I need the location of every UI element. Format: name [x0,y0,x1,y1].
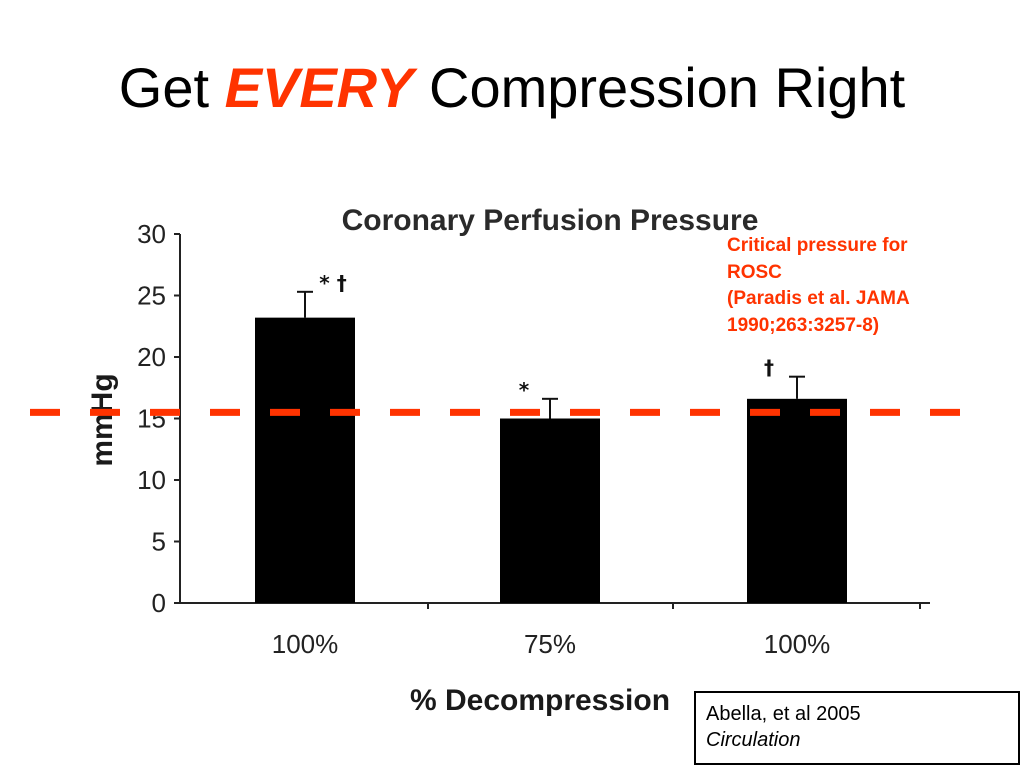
x-tick-label: 100% [764,629,831,659]
y-tick-label: 30 [137,219,166,249]
chart-title: Coronary Perfusion Pressure [342,204,759,237]
critical-pressure-annotation: Critical pressure for ROSC (Paradis et a… [727,233,1007,339]
x-axis-label: % Decompression [410,684,670,717]
bar [500,418,600,603]
y-tick-label: 25 [137,281,166,311]
annotation-line: 1990;263:3257-8) [727,314,880,336]
x-tick-label: 100% [272,629,339,659]
slide-title: Get EVERY Compression Right [0,60,1024,116]
annotation-line: (Paradis et al. JAMA [727,288,910,310]
y-tick-label: 20 [137,342,166,372]
bar [747,398,847,603]
significance-marker: † [764,356,774,380]
annotation-line: ROSC [727,261,782,283]
citation-journal: Circulation [706,729,801,751]
coronary-perfusion-chart: Coronary Perfusion Pressure 0 5 10 15 20 25 30 m… [30,204,965,717]
y-tick-label: 15 [137,404,166,434]
x-tick-label: 75% [524,629,576,659]
y-tick-label: 0 [152,588,166,618]
citation-authors: Abella, et al 2005 [706,703,861,725]
y-axis-label: mmHg [86,373,119,466]
title-prefix: Get [118,56,210,119]
significance-marker: * † [319,271,346,295]
bar [255,317,355,603]
citation-box: Abella, et al 2005 Circulation [694,691,1020,765]
title-suffix: Compression Right [429,56,906,119]
title-accent: EVERY [224,56,414,119]
y-tick-label: 5 [152,527,166,557]
annotation-line: Critical pressure for [727,235,908,256]
significance-marker: * [519,378,530,402]
y-tick-label: 10 [137,465,166,495]
